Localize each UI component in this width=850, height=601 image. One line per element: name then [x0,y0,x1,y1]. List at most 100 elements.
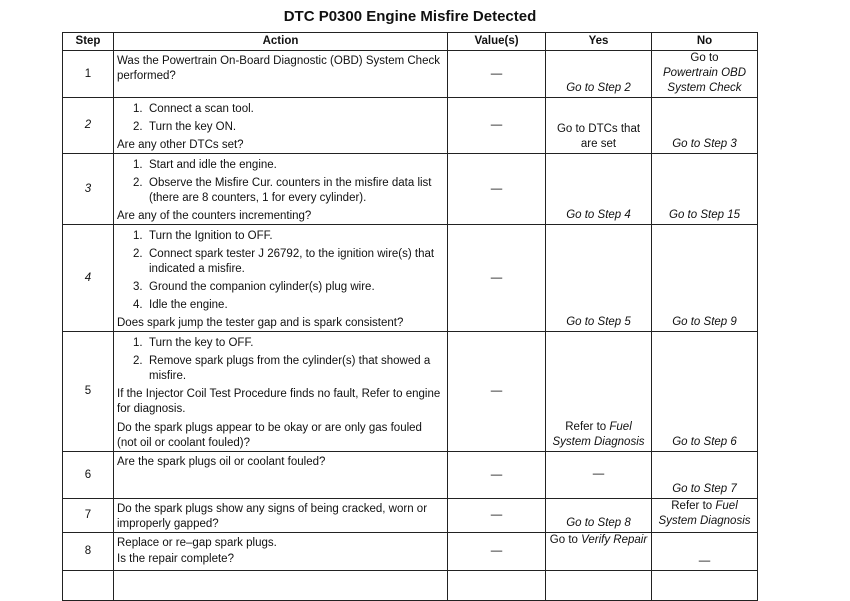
step-index: 1. [133,103,143,115]
yes-text: Go to [549,534,578,546]
action-step-text: Connect spark tester J 26792, to the ign… [149,248,435,275]
yes-cell: Go to Step 4 [545,153,652,225]
value-cell: — [447,224,546,332]
action-step: 2. Turn the key ON. [117,120,444,135]
header-step: Step [62,32,114,51]
action-step: 1. Turn the key to OFF. [117,336,444,351]
no-link-text: Go to Step 7 [672,483,737,495]
action-step: 4. Idle the engine. [117,298,444,313]
no-link-text: Go to Step 15 [669,209,740,221]
yes-text: Refer to [565,421,607,433]
yes-cell: Go to Step 8 [545,498,652,533]
action-question: Do the spark plugs appear to be okay or … [117,422,422,449]
yes-cell: Go to DTCs that are set [545,97,652,154]
value-cell: — [447,331,546,452]
action-step-text: Remove spark plugs from the cylinder(s) … [149,355,431,382]
step-number: 5 [62,331,114,452]
table-row: 2 1. Connect a scan tool. 2. Turn the key ON… [62,97,758,154]
yes-cell: Go to Step 5 [545,224,652,332]
action-question: Are any other DTCs set? [117,139,244,151]
no-cell: Go to Step 9 [651,224,758,332]
step-number: 3 [62,153,114,225]
no-cell: Go to Step 7 [651,451,758,499]
action-question: Was the Powertrain On-Board Diagnostic (… [117,55,440,82]
action-step-text: Start and idle the engine. [149,159,277,171]
step-number: 1 [62,50,114,98]
action-cell: 1. Turn the key to OFF. 2. Remove spark plu… [113,331,448,452]
no-link-text: Go to Step 6 [672,436,737,448]
yes-cell: Refer to Fuel System Diagnosis [545,331,652,452]
header-values: Value(s) [447,32,546,51]
action-step-text: Observe the Misfire Cur. counters in the… [149,177,432,204]
yes-link-text: Go to Step 2 [566,82,631,94]
action-step-text: Turn the key ON. [149,121,237,133]
step-index: 2. [133,177,143,189]
table-row: 3 1. Start and idle the engine. 2. Observe t… [62,153,758,225]
action-cell: Do the spark plugs show any signs of bei… [113,498,448,533]
step-number: 4 [62,224,114,332]
action-cell: Replace or re–gap spark plugs. Is the rep… [113,532,448,571]
action-text: Replace or re–gap spark plugs. [117,537,277,549]
diagnostic-table: Step Action Value(s) Yes No 1 Was the Pow… [62,32,758,601]
header-action: Action [113,32,448,51]
no-link-text: Fuel System Diagnosis [658,500,751,527]
step-index: 2. [133,121,143,133]
step-number: 7 [62,498,114,533]
action-question: Do the spark plugs show any signs of bei… [117,503,428,530]
step-number: 8 [62,532,114,571]
yes-link-text: Go to Step 8 [566,517,631,529]
yes-link-text: Go to Step 5 [566,316,631,328]
table-row: 4 1. Turn the Ignition to OFF. 2. Connect sp… [62,224,758,332]
action-step: 2. Remove spark plugs from the cylinder(s… [117,354,444,384]
table-row: 6 Are the spark plugs oil or coolant foul… [62,451,758,499]
yes-cell: — [545,451,652,499]
action-step: 1. Start and idle the engine. [117,158,444,173]
yes-text: — [592,468,605,480]
step-index: 2. [133,355,143,367]
action-step-text: Turn the Ignition to OFF. [149,230,273,242]
no-cell: — [651,532,758,571]
no-cell: Refer to Fuel System Diagnosis [651,498,758,533]
no-text: Refer to [671,500,713,512]
action-note: If the Injector Coil Test Procedure find… [117,388,441,415]
no-link-text: Go to Step 9 [672,316,737,328]
step-number: 6 [62,451,114,499]
no-link-text: Powertrain OBD System Check [662,67,747,94]
yes-cell: Go to Verify Repair [545,532,652,571]
step-index: 1. [133,230,143,242]
yes-link-text: Fuel System Diagnosis [552,421,645,448]
action-step-text: Connect a scan tool. [149,103,254,115]
action-step: 1. Connect a scan tool. [117,102,444,117]
action-step: 2. Observe the Misfire Cur. counters in t… [117,176,444,206]
step-index: 1. [133,159,143,171]
header-row: Step Action Value(s) Yes No [62,32,758,51]
yes-cell: Go to Step 2 [545,50,652,98]
page-title: DTC P0300 Engine Misfire Detected [283,8,537,25]
action-cell: 1. Start and idle the engine. 2. Observe th… [113,153,448,225]
table-row: 8 Replace or re–gap spark plugs. Is the re… [62,532,758,571]
action-cell: Are the spark plugs oil or coolant foule… [113,451,448,499]
action-cell: 1. Connect a scan tool. 2. Turn the key ON.… [113,97,448,154]
action-cell: 1. Turn the Ignition to OFF. 2. Connect spa… [113,224,448,332]
action-step-text: Turn the key to OFF. [149,337,254,349]
value-cell: — [447,532,546,571]
action-question: Does spark jump the tester gap and is sp… [117,317,404,329]
step-index: 2. [133,248,143,260]
action-step: 2. Connect spark tester J 26792, to the i… [117,247,444,277]
value-cell: — [447,97,546,154]
table-row: 1 Was the Powertrain On-Board Diagnostic … [62,50,758,98]
step-number: 2 [62,97,114,154]
value-cell: — [447,153,546,225]
header-no: No [651,32,758,51]
table-row: 5 1. Turn the key to OFF. 2. Remove spark pl… [62,331,758,452]
yes-link-text: Go to Step 4 [566,209,631,221]
action-question: Is the repair complete? [117,553,234,565]
value-cell: — [447,451,546,499]
yes-link-text: Verify Repair [581,534,648,546]
action-question: Are any of the counters incrementing? [117,210,312,222]
value-cell: — [447,50,546,98]
table-row: 7 Do the spark plugs show any signs of be… [62,498,758,533]
step-index: 1. [133,337,143,349]
action-question: Are the spark plugs oil or coolant foule… [117,456,326,468]
action-step-text: Idle the engine. [149,299,228,311]
